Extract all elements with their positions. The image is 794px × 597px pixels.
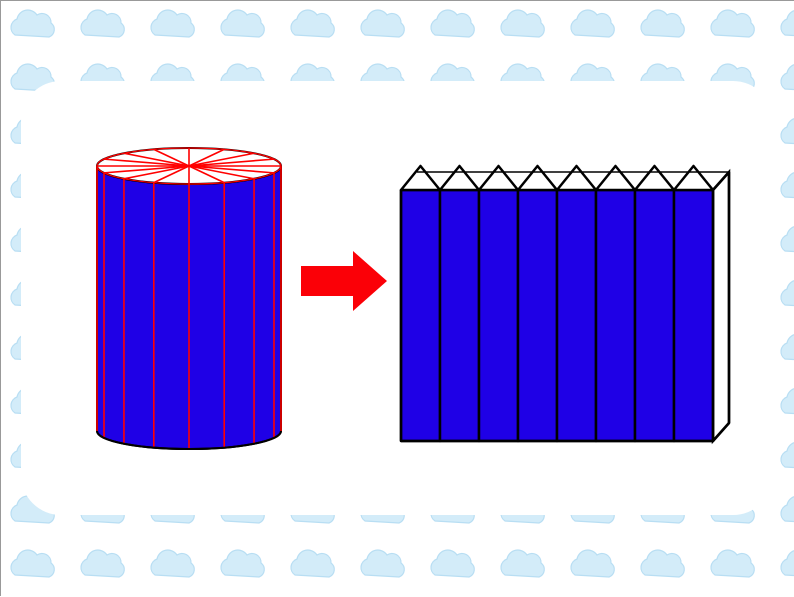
diagram-svg (1, 1, 794, 597)
diagram-stage (1, 1, 793, 595)
prism-block (401, 166, 729, 441)
arrow-icon (301, 251, 387, 311)
cylinder (97, 148, 281, 449)
